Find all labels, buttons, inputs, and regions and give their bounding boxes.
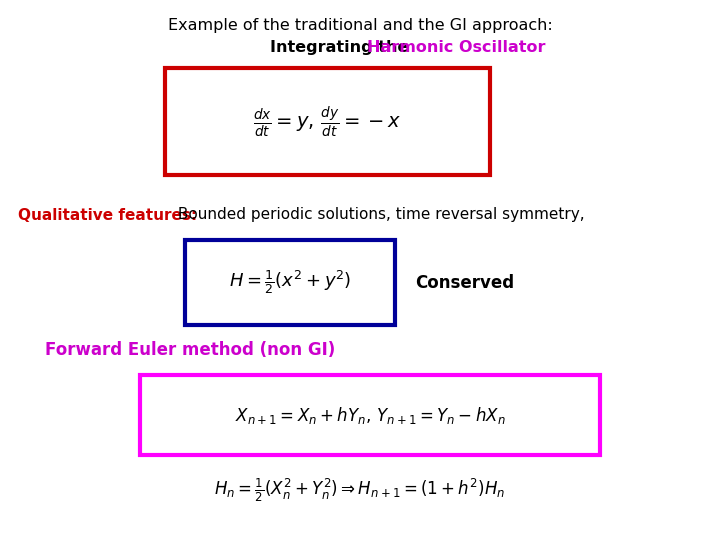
Text: $H_n = \frac{1}{2}(X_n^2 + Y_n^2) \Rightarrow H_{n+1} = (1+h^2)H_n$: $H_n = \frac{1}{2}(X_n^2 + Y_n^2) \Right… [215,476,505,504]
Text: Harmonic Oscillator: Harmonic Oscillator [367,40,546,55]
Text: Conserved: Conserved [415,273,514,292]
Text: Bounded periodic solutions, time reversal symmetry,: Bounded periodic solutions, time reversa… [173,207,585,222]
Text: $H = \frac{1}{2}(x^2 + y^2)$: $H = \frac{1}{2}(x^2 + y^2)$ [229,268,351,296]
Text: Integrating the: Integrating the [270,40,414,55]
Bar [185,240,395,325]
Text: Example of the traditional and the GI approach:: Example of the traditional and the GI ap… [168,18,552,33]
Text: Qualitative features:: Qualitative features: [18,207,197,222]
Bar [165,68,490,175]
Bar [140,375,600,455]
Text: Forward Euler method (non GI): Forward Euler method (non GI) [45,341,336,359]
Text: $X_{n+1} = X_n + hY_n,\, Y_{n+1} = Y_n - hX_n$: $X_{n+1} = X_n + hY_n,\, Y_{n+1} = Y_n -… [235,404,505,426]
Text: $\frac{dx}{dt} = y,\, \frac{dy}{dt} = -x$: $\frac{dx}{dt} = y,\, \frac{dy}{dt} = -x… [253,104,402,139]
